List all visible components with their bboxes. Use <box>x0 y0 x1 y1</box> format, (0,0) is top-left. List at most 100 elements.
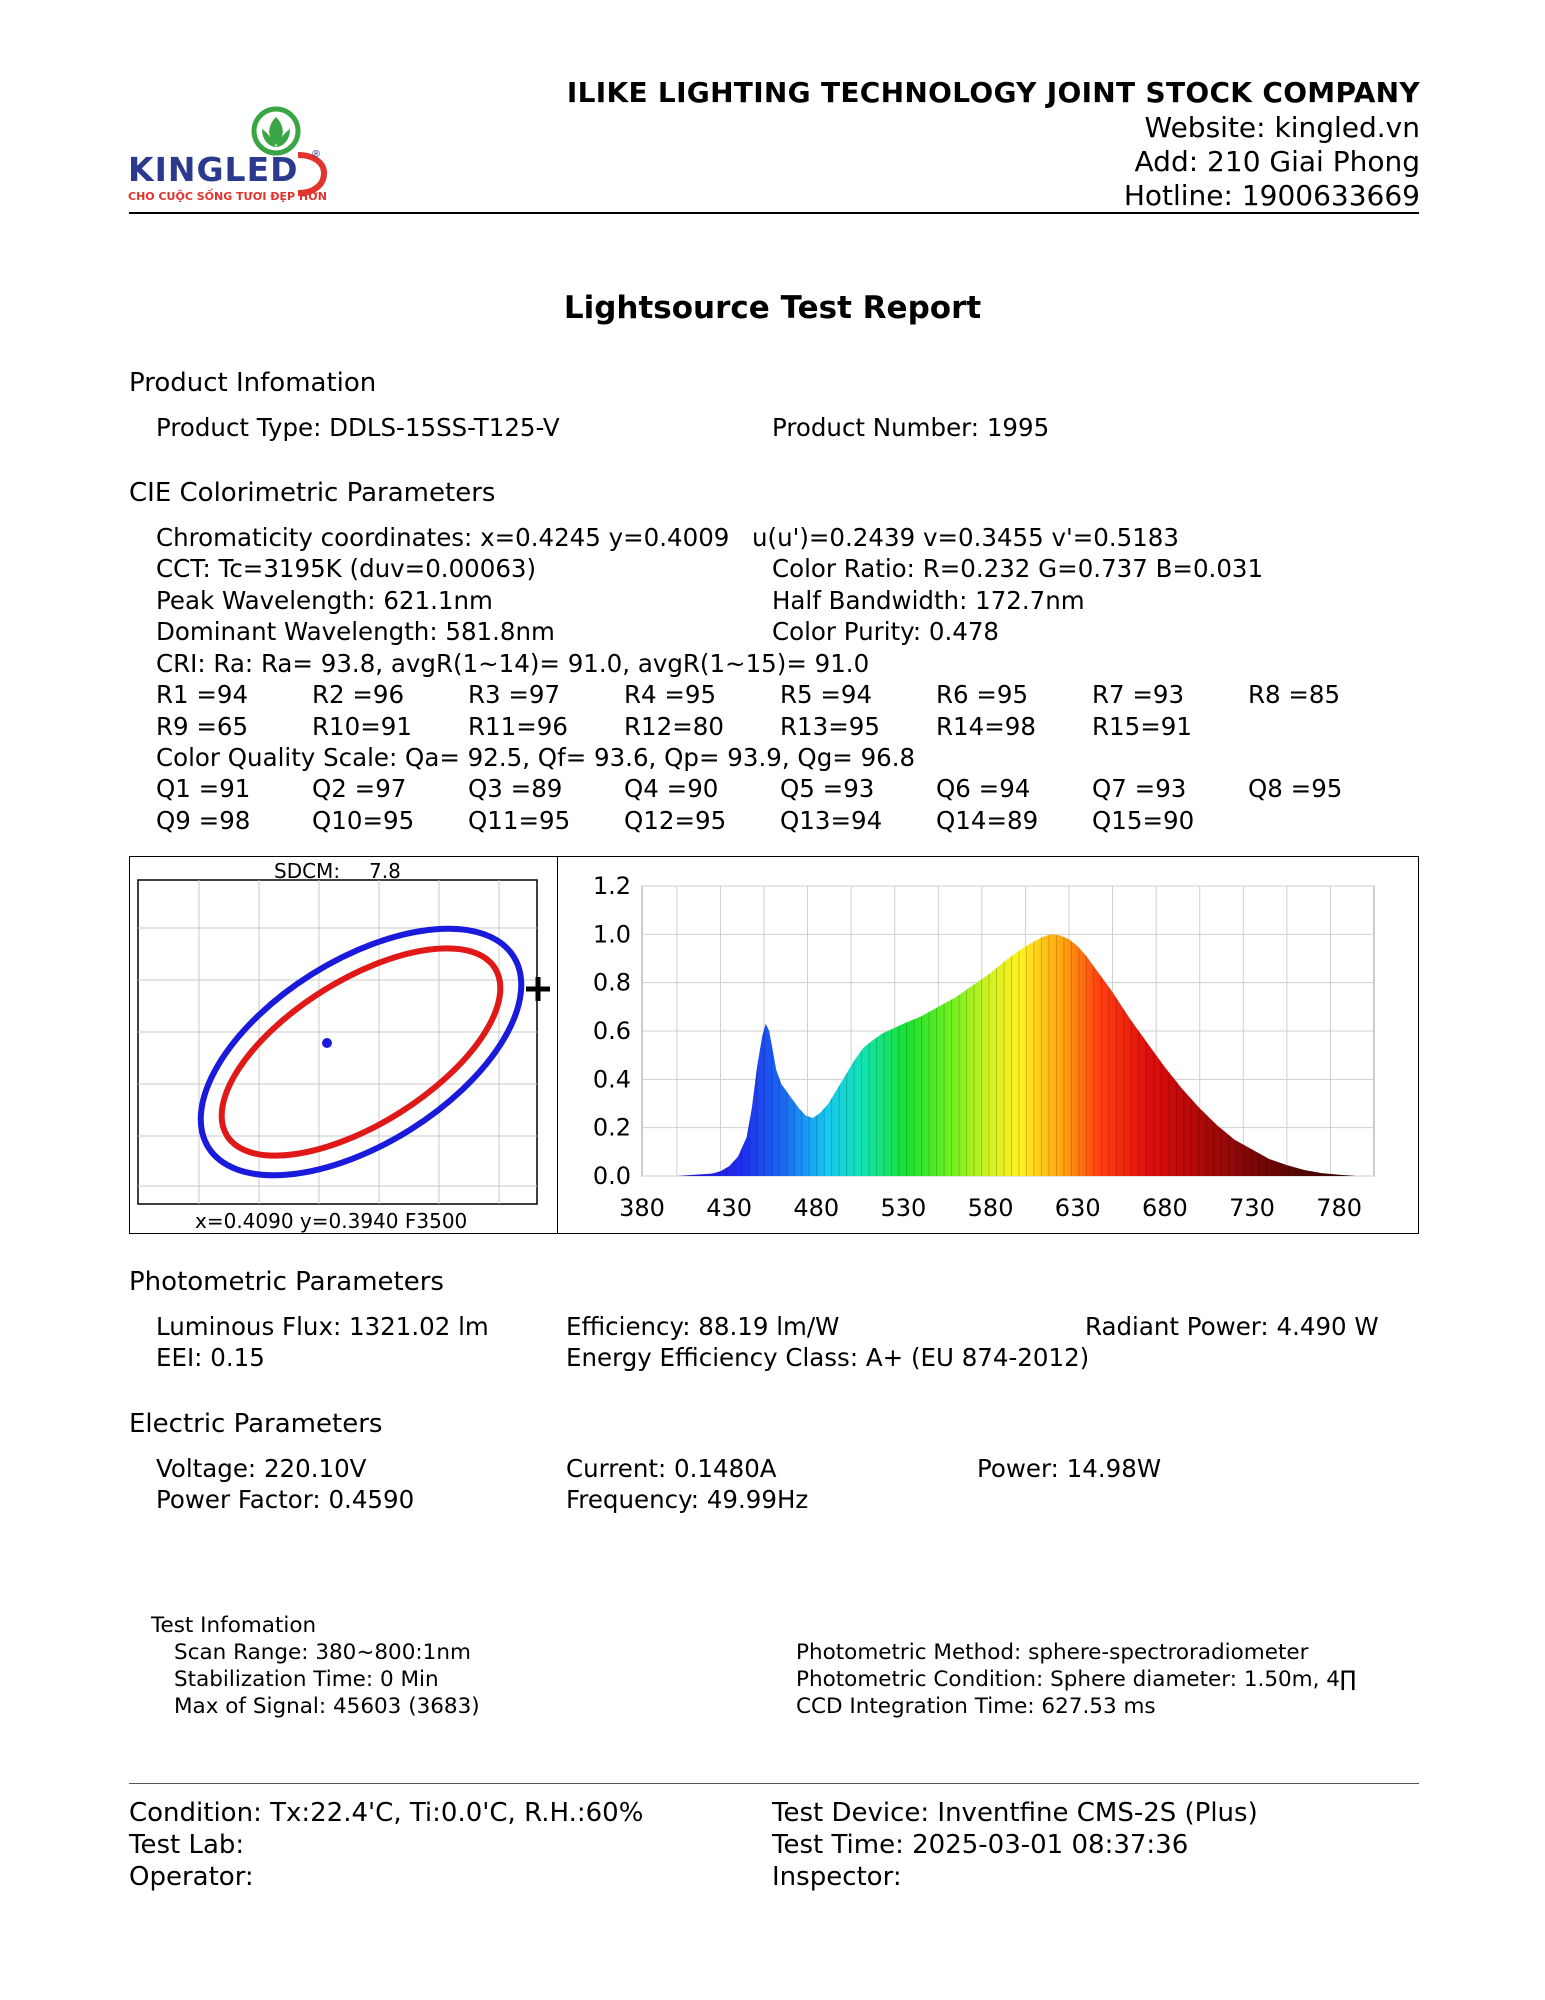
cri-value: R7 =93 <box>1092 680 1185 709</box>
cri-value: R1 =94 <box>156 680 249 709</box>
spectrum-chart: 0.0 0.2 0.4 0.6 0.8 1.0 1.2 380 430 480 530 580 630… <box>593 872 1375 1222</box>
spectrum-x-ticks: 380 430 480 530 580 630 680 730 780 <box>619 1194 1362 1222</box>
y-tick-label: 0.4 <box>593 1065 631 1093</box>
electric-heading: Electric Parameters <box>129 1409 383 1439</box>
power-factor: Power Factor: 0.4590 <box>156 1485 415 1514</box>
company-website: Website: kingled.vn <box>1144 111 1420 144</box>
cri-value: R10=91 <box>312 711 412 741</box>
cqs-value: Q13=94 <box>780 805 883 835</box>
product-number: Product Number: 1995 <box>772 413 1050 442</box>
y-tick-label: 0.2 <box>593 1114 631 1142</box>
spectrum-area <box>642 934 1357 1176</box>
cqs-value: Q15=90 <box>1092 805 1195 835</box>
cri-value: R4 =95 <box>624 680 717 709</box>
cri-value: R2 =96 <box>312 680 405 709</box>
cri-value: R8 =85 <box>1248 680 1341 709</box>
company-logo: ® <box>128 105 338 210</box>
company-hotline: Hotline: 1900633669 <box>1123 179 1420 212</box>
sdcm-outer-ellipse <box>197 925 525 1179</box>
x-tick-label: 530 <box>881 1194 927 1222</box>
voltage: Voltage: 220.10V <box>156 1454 367 1483</box>
y-tick-label: 0.8 <box>593 969 631 997</box>
max-signal: Max of Signal: 45603 (3683) <box>174 1694 480 1719</box>
measured-point-marker <box>526 977 550 1001</box>
company-address: Add: 210 Giai Phong <box>1134 145 1420 178</box>
current: Current: 0.1480A <box>566 1454 777 1483</box>
footer-rule <box>129 1783 1419 1784</box>
chart-frame <box>129 856 1419 1234</box>
frequency: Frequency: 49.99Hz <box>566 1485 809 1514</box>
uv-coordinates: u(u')=0.2439 v=0.3455 v'=0.5183 <box>752 523 1179 552</box>
test-info-heading: Test Infomation <box>151 1613 317 1638</box>
chromaticity-coordinates: Chromaticity coordinates: x=0.4245 y=0.4… <box>156 523 730 552</box>
sdcm-label: SDCM: <box>274 859 340 883</box>
eei-value: EEI: 0.15 <box>156 1343 265 1372</box>
cri-value: R15=91 <box>1092 711 1192 741</box>
product-heading: Product Infomation <box>129 368 377 398</box>
cqs-value: Q2 =97 <box>312 774 407 803</box>
cri-value: R6 =95 <box>936 680 1029 709</box>
x-tick-label: 730 <box>1229 1194 1275 1222</box>
cqs-value: Q7 =93 <box>1092 774 1187 803</box>
spectrum-y-ticks: 0.0 0.2 0.4 0.6 0.8 1.0 1.2 <box>593 872 631 1190</box>
ccd-integration-time: CCD Integration Time: 627.53 ms <box>796 1694 1156 1719</box>
cqs-value: Q6 =94 <box>936 774 1031 803</box>
cqs-value: Q5 =93 <box>780 774 875 803</box>
cri-value: R5 =94 <box>780 680 873 709</box>
cqs-value: Q14=89 <box>936 805 1039 835</box>
test-condition: Condition: Tx:22.4'C, Ti:0.0'C, R.H.:60% <box>129 1798 644 1828</box>
color-ratio: Color Ratio: R=0.232 G=0.737 B=0.031 <box>772 554 1264 583</box>
logo-wordmark: KINGLED <box>128 150 299 189</box>
cri-summary: CRI: Ra: Ra= 93.8, avgR(1~14)= 91.0, avg… <box>156 649 870 678</box>
y-tick-label: 0.0 <box>593 1162 631 1190</box>
cqs-value: Q9 =98 <box>156 805 251 835</box>
cqs-value: Q11=95 <box>468 805 571 835</box>
scan-range: Scan Range: 380~800:1nm <box>174 1640 471 1665</box>
sdcm-chart: SDCM: 7.8 x=0.4090 y=0.3940 F3500 <box>137 859 550 1233</box>
cqs-value: Q12=95 <box>624 805 727 835</box>
test-lab: Test Lab: <box>129 1830 245 1860</box>
report-title: Lightsource Test Report <box>563 290 982 326</box>
half-bandwidth: Half Bandwidth: 172.7nm <box>772 586 1085 615</box>
luminous-flux: Luminous Flux: 1321.02 lm <box>156 1312 489 1341</box>
photometric-method: Photometric Method: sphere-spectroradiom… <box>796 1640 1309 1665</box>
cqs-value: Q8 =95 <box>1248 774 1343 803</box>
cri-value: R9 =65 <box>156 711 249 741</box>
test-device: Test Device: Inventfine CMS-2S (Plus) <box>772 1798 1258 1828</box>
inspector: Inspector: <box>772 1862 902 1892</box>
operator: Operator: <box>129 1862 254 1892</box>
x-tick-label: 780 <box>1316 1194 1362 1222</box>
sdcm-plot-area <box>137 879 538 1205</box>
cqs-value: Q10=95 <box>312 805 415 835</box>
spectrum-stripes <box>711 935 1327 1176</box>
photometric-condition: Photometric Condition: Sphere diameter: … <box>796 1667 1357 1692</box>
color-purity: Color Purity: 0.478 <box>772 617 1000 646</box>
cri-value: R12=80 <box>624 711 724 741</box>
cri-value: R3 =97 <box>468 680 561 709</box>
x-tick-label: 630 <box>1055 1194 1101 1222</box>
y-tick-label: 1.0 <box>593 920 631 948</box>
x-tick-label: 380 <box>619 1194 665 1222</box>
efficiency: Efficiency: 88.19 lm/W <box>566 1312 840 1341</box>
x-tick-label: 680 <box>1142 1194 1188 1222</box>
test-time: Test Time: 2025-03-01 08:37:36 <box>772 1830 1189 1860</box>
product-type: Product Type: DDLS-15SS-T125-V <box>156 413 560 442</box>
cqs-value: Q4 =90 <box>624 774 719 803</box>
x-tick-label: 580 <box>968 1194 1014 1222</box>
chart-divider <box>557 856 558 1234</box>
cri-value: R13=95 <box>780 711 880 741</box>
energy-class: Energy Efficiency Class: A+ (EU 874-2012… <box>566 1343 1090 1372</box>
y-tick-label: 1.2 <box>593 872 631 900</box>
logo-tagline: CHO CUỘC SỐNG TƯƠI ĐẸP HƠN <box>128 190 327 203</box>
sdcm-center-dot <box>322 1038 332 1048</box>
cri-value: R11=96 <box>468 711 568 741</box>
x-tick-label: 430 <box>706 1194 752 1222</box>
cqs-value: Q1 =91 <box>156 774 251 803</box>
y-tick-label: 0.6 <box>593 1017 631 1045</box>
stabilization-time: Stabilization Time: 0 Min <box>174 1667 439 1692</box>
photometric-heading: Photometric Parameters <box>129 1267 444 1297</box>
company-name: ILIKE LIGHTING TECHNOLOGY JOINT STOCK CO… <box>566 76 1420 109</box>
sdcm-value: 7.8 <box>369 859 401 883</box>
cie-heading: CIE Colorimetric Parameters <box>129 478 496 508</box>
x-tick-label: 480 <box>793 1194 839 1222</box>
